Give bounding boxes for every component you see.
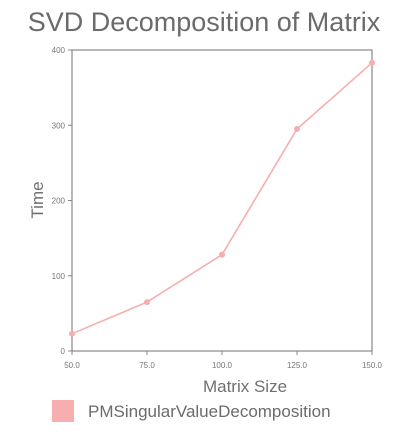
x-axis-label: Matrix Size — [203, 377, 287, 396]
x-tick-label: 50.0 — [64, 361, 80, 370]
x-tick-label: 150.0 — [362, 361, 383, 370]
legend: PMSingularValueDecomposition — [52, 400, 331, 422]
x-tick-label: 75.0 — [139, 361, 155, 370]
x-tick-label: 100.0 — [212, 361, 233, 370]
plot-frame — [71, 49, 373, 352]
x-tick-label: 125.0 — [287, 361, 308, 370]
y-tick-label: 400 — [52, 46, 66, 55]
legend-label: PMSingularValueDecomposition — [88, 402, 331, 421]
series-layer — [69, 59, 375, 337]
y-axis-label: Time — [28, 181, 47, 218]
chart-title: SVD Decomposition of Matrix — [28, 7, 381, 37]
y-axis: 0 100 200 300 400 — [52, 46, 72, 356]
data-point — [369, 59, 375, 66]
data-point — [294, 126, 300, 133]
series-line — [71, 62, 373, 335]
y-tick-label: 300 — [52, 121, 66, 130]
legend-swatch — [52, 400, 74, 422]
x-axis: 50.0 75.0 100.0 125.0 150.0 — [64, 351, 383, 370]
y-tick-label: 100 — [52, 272, 66, 281]
data-point — [69, 330, 75, 337]
y-tick-label: 0 — [61, 347, 66, 356]
data-point — [144, 299, 150, 306]
y-tick-label: 200 — [52, 197, 66, 206]
data-point — [219, 251, 225, 258]
